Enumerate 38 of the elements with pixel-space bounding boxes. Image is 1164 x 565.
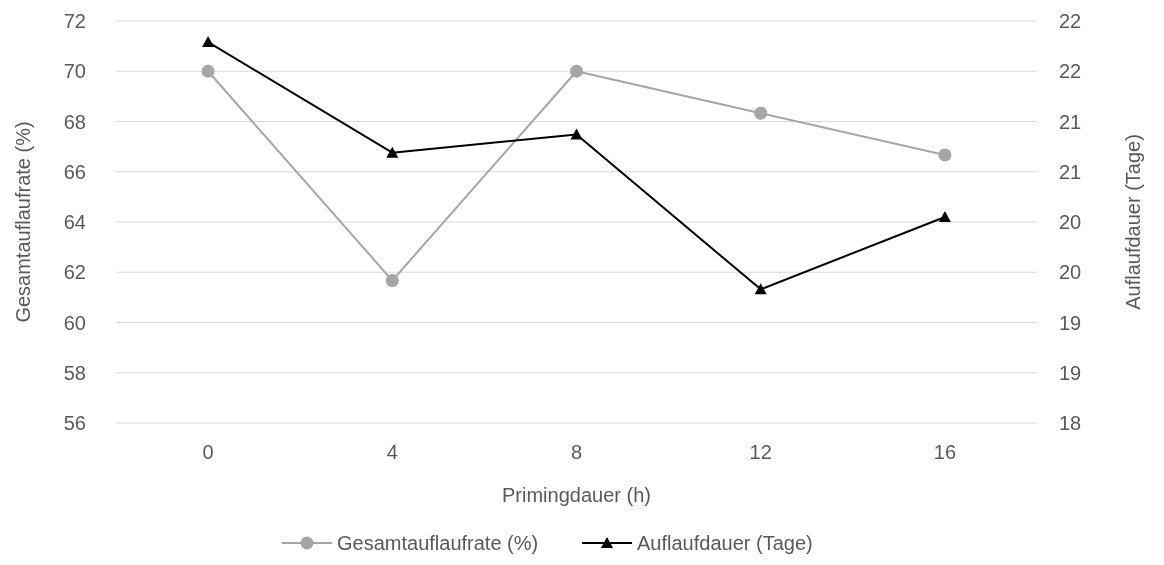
y2-tick-label: 18 [1059, 412, 1082, 434]
y-tick-label: 70 [63, 60, 86, 83]
y2-tick-label: 22 [1059, 60, 1082, 83]
x-tick-label: 16 [933, 441, 957, 463]
y-axis-title: Gesamtauflaufrate (%) [12, 121, 34, 323]
point [201, 64, 215, 78]
point [754, 283, 767, 295]
x-tick-label: 8 [570, 441, 583, 463]
point [570, 64, 583, 78]
y2-tick-label: 20 [1059, 261, 1082, 284]
legend-label: Auflaufdauer (Tage) [637, 532, 813, 554]
y-tick-label: 66 [63, 160, 86, 183]
point [938, 148, 952, 162]
y2-tick-label: 20 [1059, 211, 1082, 233]
y2-tick-label: 22 [1059, 10, 1082, 32]
x-tick-label: 4 [386, 441, 398, 463]
y-tick-label: 58 [63, 361, 86, 384]
y-tick-label: 64 [63, 211, 86, 233]
y2-axis-title: Auflaufdauer (Tage) [1122, 134, 1144, 310]
point [754, 106, 768, 120]
point [385, 274, 399, 288]
y-tick-label: 72 [63, 10, 86, 32]
x-tick-label: 12 [749, 441, 772, 463]
y2-tick-label: 21 [1059, 160, 1082, 183]
y-tick-label: 68 [63, 110, 86, 133]
point [386, 146, 399, 158]
legend-label: Gesamtauflaufrate (%) [337, 532, 539, 554]
x-tick-label: 0 [202, 441, 214, 463]
y2-tick-label: 19 [1059, 361, 1082, 384]
y-tick-label: 62 [63, 261, 86, 284]
y-tick-label: 60 [63, 311, 86, 334]
y2-tick-label: 19 [1059, 311, 1082, 334]
y-tick-label: 56 [63, 412, 86, 434]
y2-tick-label: 21 [1059, 110, 1082, 133]
point [570, 128, 583, 140]
point [202, 36, 215, 48]
point [938, 210, 951, 222]
x-axis-title: Primingdauer (h) [502, 484, 651, 506]
